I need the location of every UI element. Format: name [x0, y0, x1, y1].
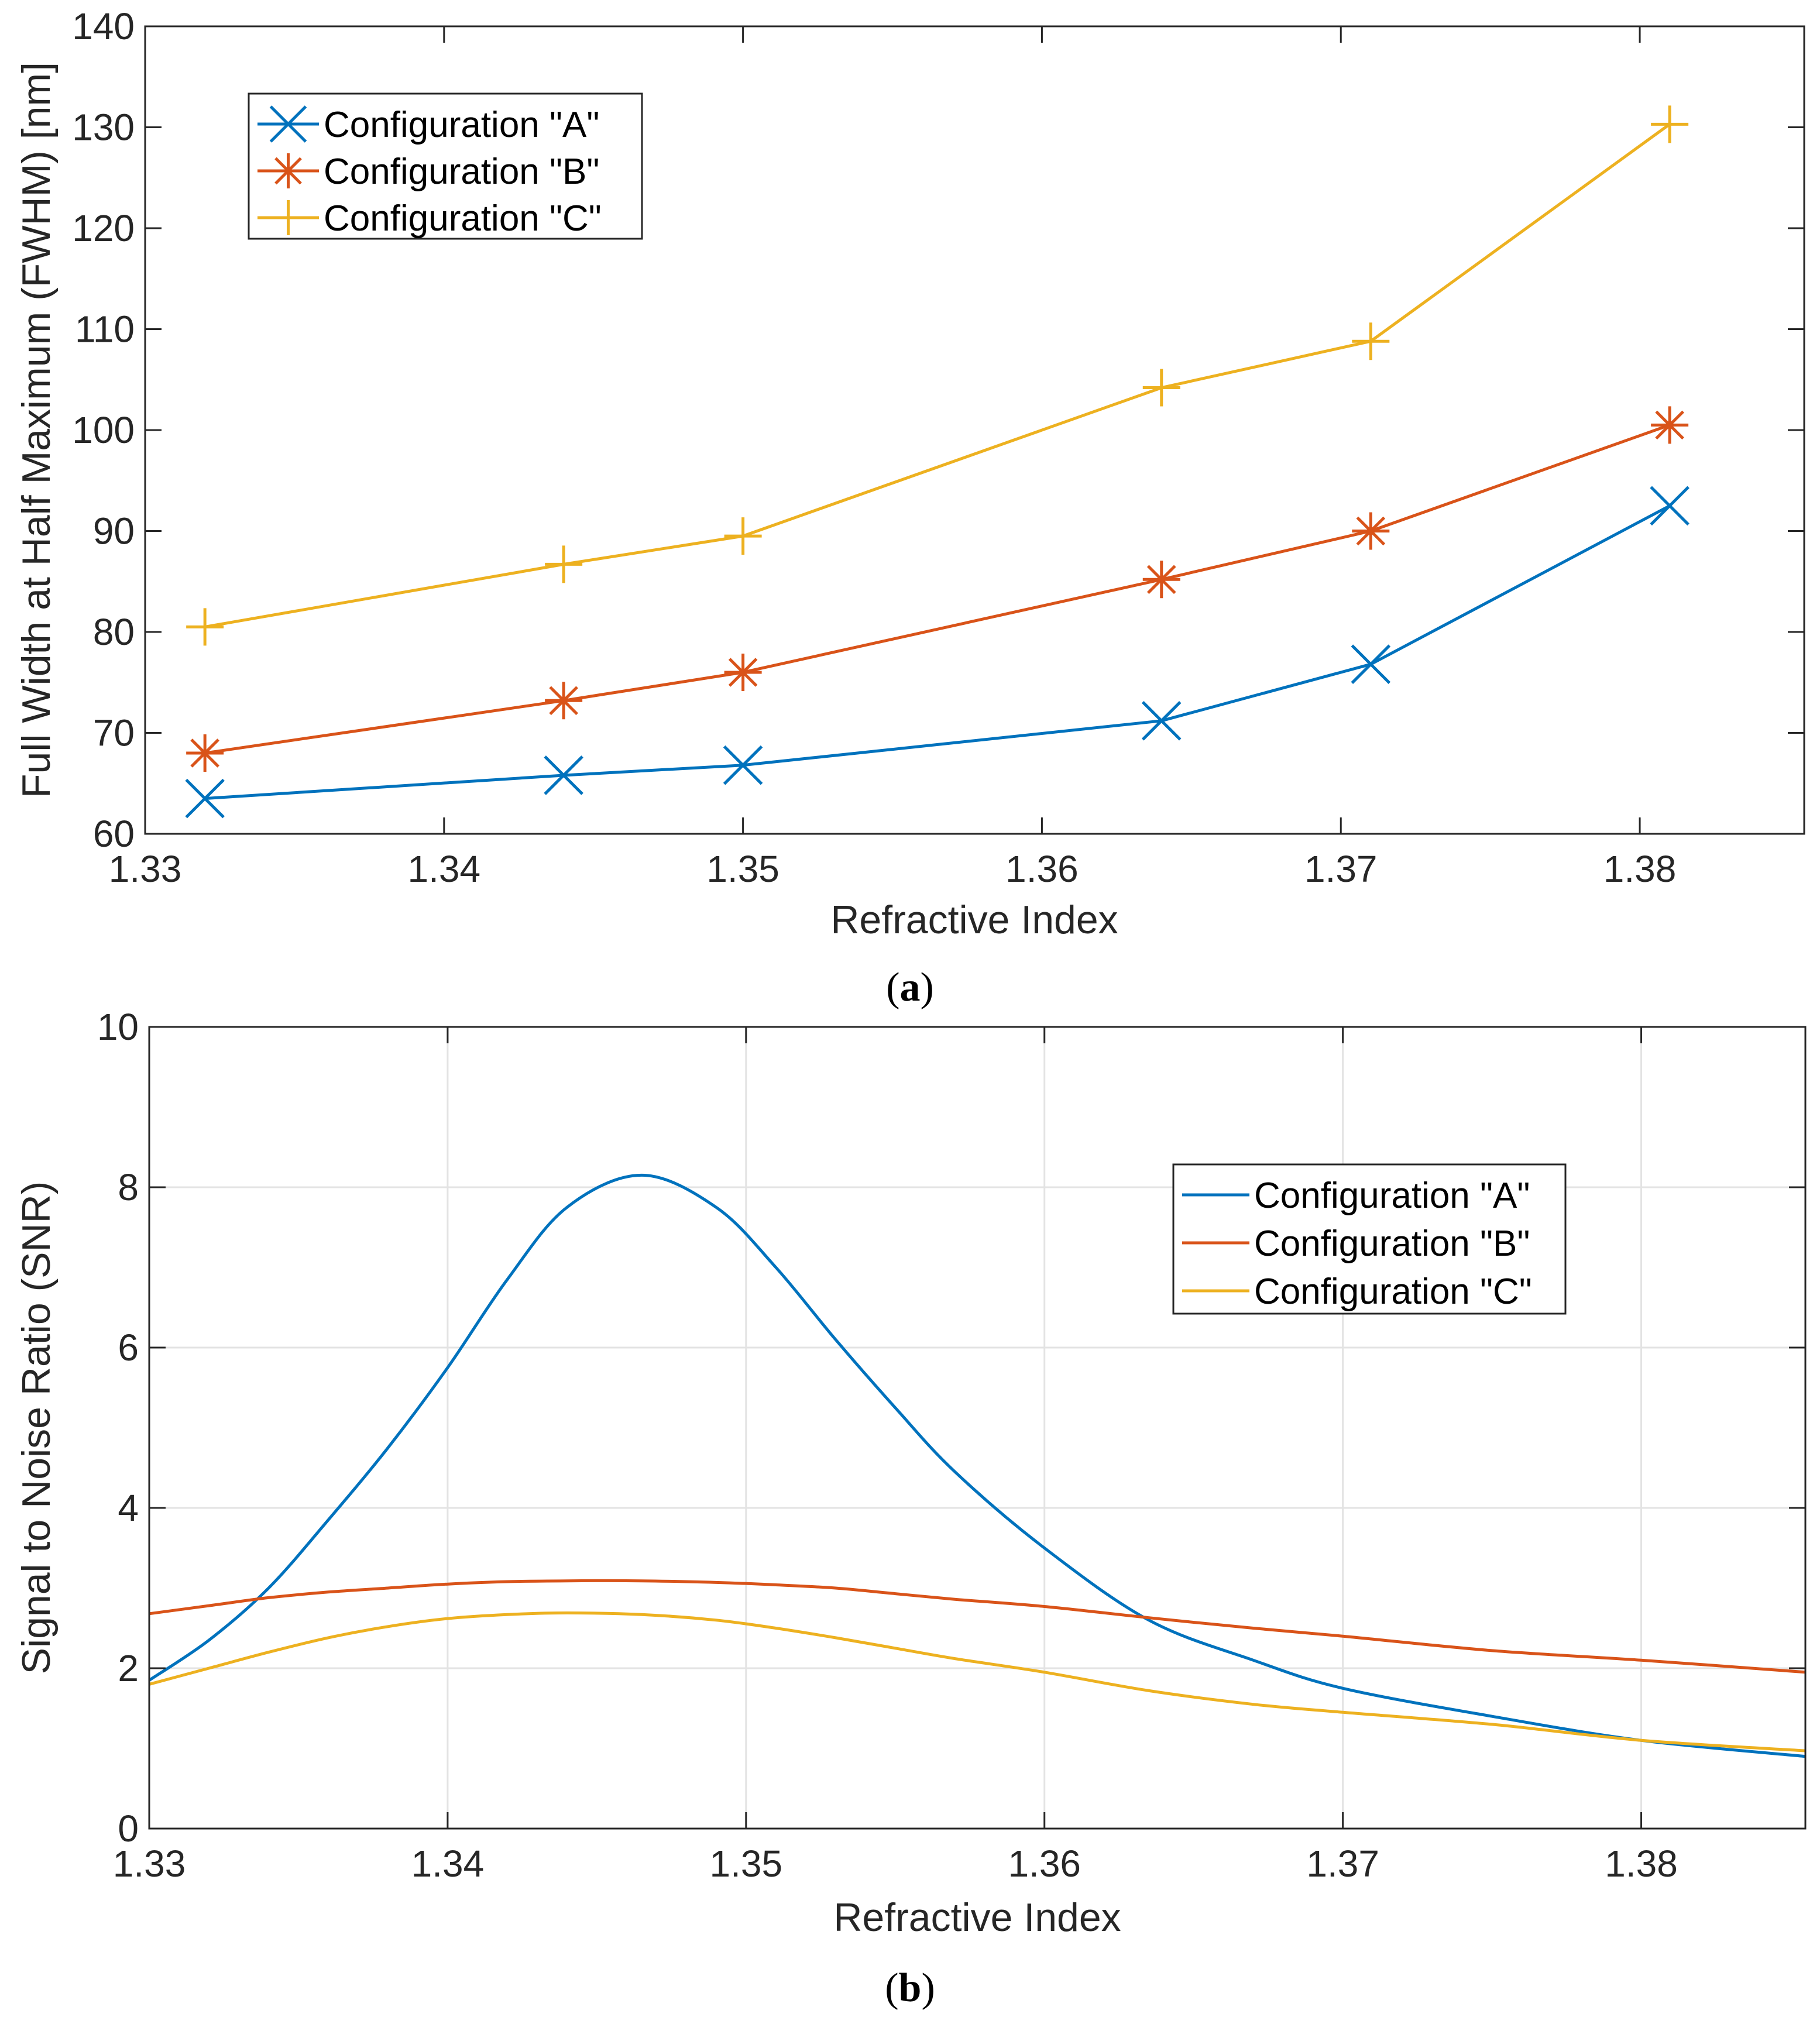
panel-a-legend: Configuration "A" Configuration "B" Config…: [248, 92, 643, 240]
legend-label: Configuration "B": [1254, 1224, 1530, 1264]
panel-a-series: [185, 105, 1689, 819]
legend-label: Configuration "A": [1254, 1176, 1530, 1216]
data-point-marker: [186, 608, 224, 646]
y-tick-label: 8: [118, 1166, 139, 1208]
y-tick-label: 100: [72, 409, 135, 451]
data-point-marker: [1351, 644, 1391, 684]
y-tick-label: 140: [72, 5, 135, 47]
panel-a-x-ticks: 1.33 1.34 1.35 1.36 1.37 1.38: [109, 26, 1677, 890]
x-tick-label: 1.34: [411, 1843, 485, 1885]
data-point-marker: [544, 755, 583, 795]
legend-label: Configuration "A": [324, 105, 599, 145]
legend-label: Configuration "C": [1254, 1272, 1532, 1312]
y-tick-label: 4: [118, 1487, 139, 1529]
y-tick-label: 60: [93, 813, 135, 855]
series-line-2: [204, 424, 1670, 755]
data-point-marker: [1650, 486, 1689, 526]
x-tick-label: 1.34: [408, 848, 481, 890]
data-point-marker: [724, 654, 762, 691]
x-tick-label: 1.36: [1008, 1843, 1081, 1885]
data-point-marker: [1142, 561, 1180, 599]
y-tick-label: 80: [93, 611, 135, 653]
data-point-marker: [723, 745, 763, 785]
panel-a-y-ticks: 60 70 80 90 100 110 120 130 140: [72, 5, 1804, 855]
data-point-marker: [1651, 406, 1689, 444]
panel-b-series: [148, 1173, 1806, 1758]
data-point-marker: [545, 545, 583, 583]
series-line-1: [205, 504, 1671, 800]
panel-a-y-axis-label: Full Width at Half Maximum (FWHM) [nm]: [14, 62, 59, 798]
y-tick-label: 120: [72, 207, 135, 249]
legend-marker: [270, 200, 306, 235]
panel-b-y-axis-label: Signal to Noise Ratio (SNR): [14, 1181, 59, 1675]
panel-a-caption: (a): [886, 965, 934, 1010]
x-tick-label: 1.33: [113, 1843, 186, 1885]
data-point-marker: [186, 734, 224, 772]
y-tick-label: 2: [118, 1647, 139, 1689]
x-tick-label: 1.38: [1603, 848, 1677, 890]
panel-a-fwhm-chart: 1.33 1.34 1.35 1.36 1.37 1.38 607080901001101…: [14, 5, 1805, 1010]
panel-b-legend-box: [1172, 1163, 1567, 1315]
panel-a-legend-box: [248, 92, 643, 240]
data-point-marker: [1651, 105, 1689, 143]
x-tick-label: 1.35: [706, 848, 779, 890]
y-tick-label: 110: [75, 308, 135, 350]
panel-b-legend: Configuration "A" Configuration "B" Config…: [1172, 1163, 1567, 1315]
series-line-1: [148, 1173, 1806, 1758]
panel-b-plot-area: [149, 1027, 1805, 1829]
series-line-3: [204, 123, 1671, 628]
x-tick-label: 1.37: [1306, 1843, 1379, 1885]
y-tick-label: 70: [93, 712, 135, 754]
series-line-3: [149, 1611, 1806, 1752]
panel-b-y-ticks: 0 2 4 6 8 10: [97, 1006, 1805, 1850]
legend-label: Configuration "C": [324, 198, 602, 239]
data-point-marker: [1352, 322, 1390, 360]
x-tick-label: 1.35: [710, 1843, 783, 1885]
panel-b-axes-box: [148, 1026, 1807, 1830]
legend-label: Configuration "B": [324, 152, 599, 192]
series-line-2: [149, 1579, 1806, 1674]
panel-b-caption: (b): [885, 1965, 935, 2011]
data-point-marker: [1141, 701, 1182, 741]
x-tick-label: 1.38: [1605, 1843, 1678, 1885]
y-tick-label: 0: [118, 1807, 139, 1850]
data-point-marker: [545, 682, 583, 720]
panel-a-x-axis-label: Refractive Index: [830, 898, 1118, 942]
legend-marker: [270, 153, 306, 188]
y-tick-label: 10: [97, 1006, 139, 1048]
panel-b-x-ticks: 1.33 1.34 1.35 1.36 1.37 1.38: [113, 1027, 1678, 1885]
panel-b-x-axis-label: Refractive Index: [833, 1895, 1121, 1940]
data-point-marker: [185, 778, 225, 819]
y-tick-label: 90: [93, 510, 135, 552]
y-tick-label: 130: [72, 106, 135, 149]
x-tick-label: 1.37: [1304, 848, 1378, 890]
panel-b-caption-letter: b: [899, 1965, 922, 2011]
panel-b-snr-chart: 1.33 1.34 1.35 1.36 1.37 1.38 0 2 4 6 8 10 Refract…: [14, 1006, 1807, 2011]
x-tick-label: 1.33: [109, 848, 182, 890]
data-point-marker: [1352, 512, 1390, 550]
data-point-marker: [1142, 369, 1180, 407]
data-point-marker: [724, 517, 762, 555]
y-tick-label: 6: [118, 1327, 139, 1369]
panel-a-caption-letter: a: [900, 965, 921, 1010]
legend-marker: [269, 105, 307, 143]
x-tick-label: 1.36: [1005, 848, 1079, 890]
